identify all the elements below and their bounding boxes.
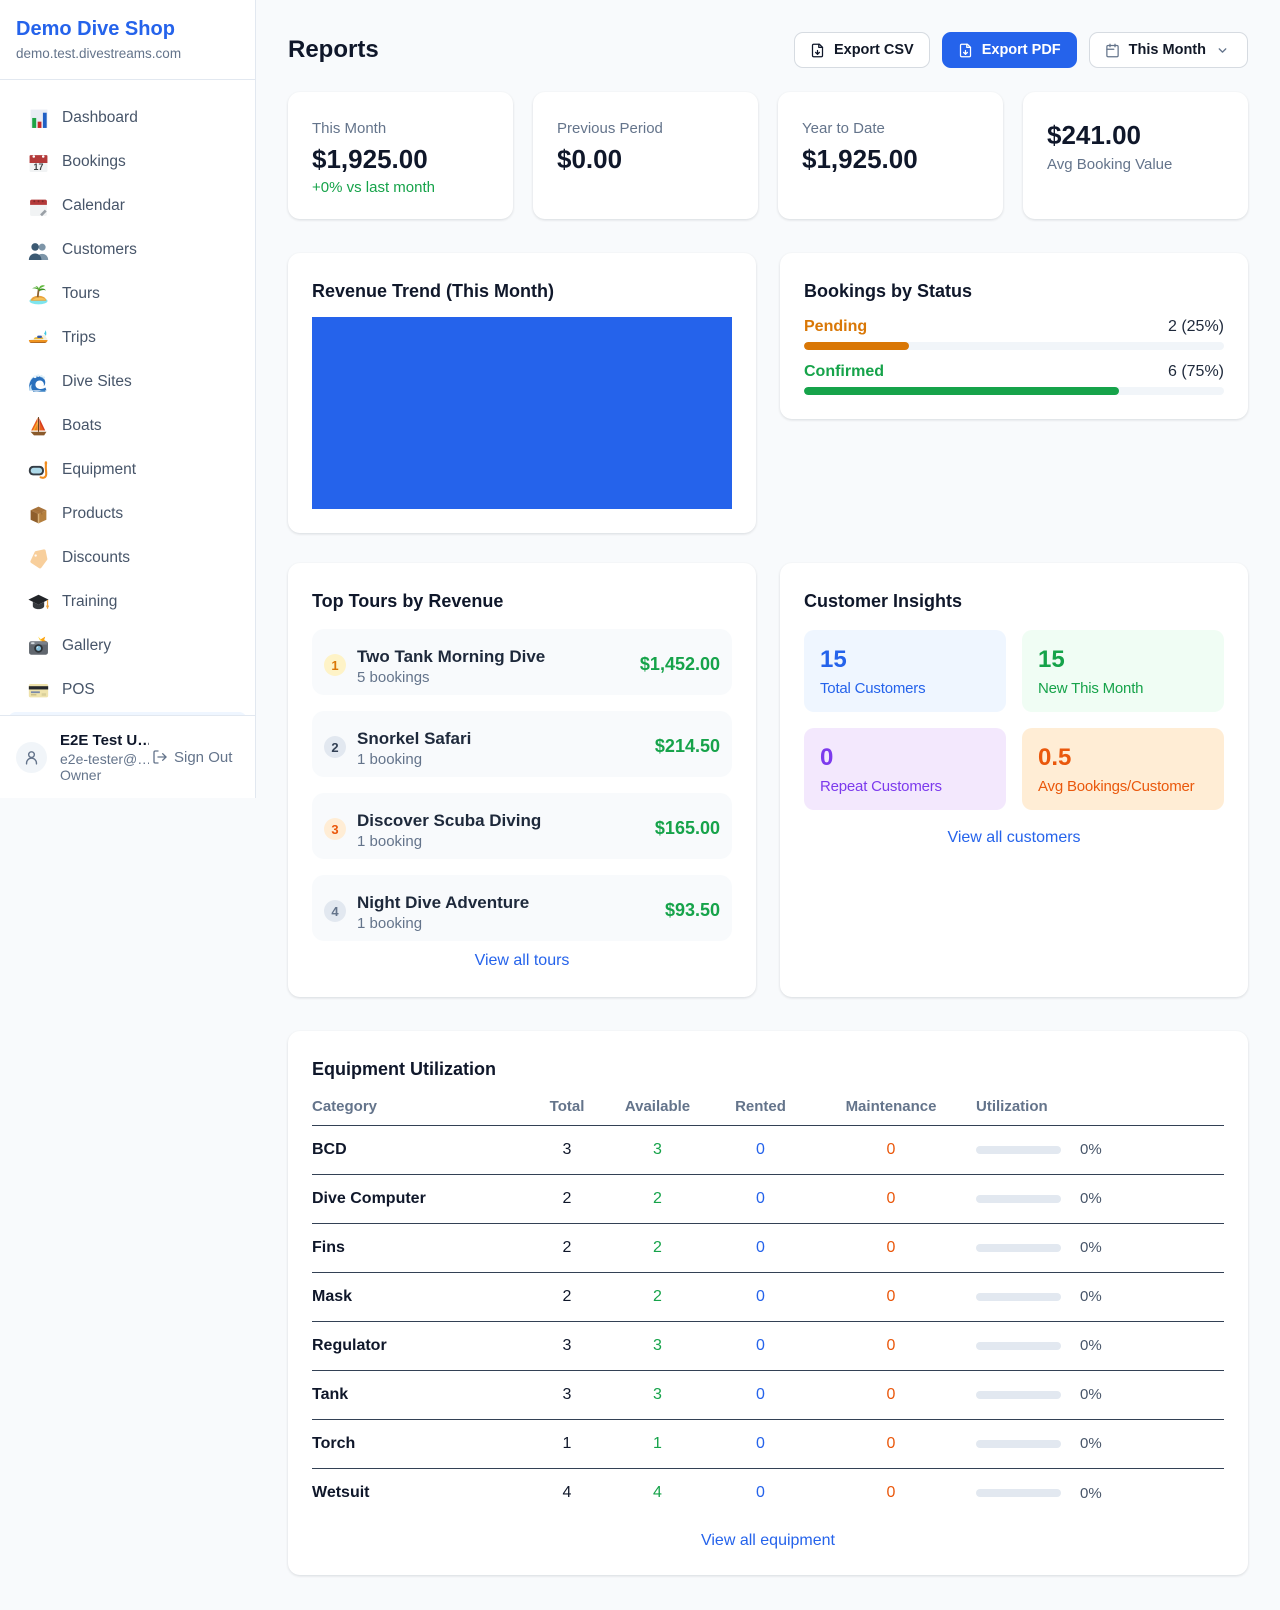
svg-text:17: 17 [34, 162, 44, 172]
